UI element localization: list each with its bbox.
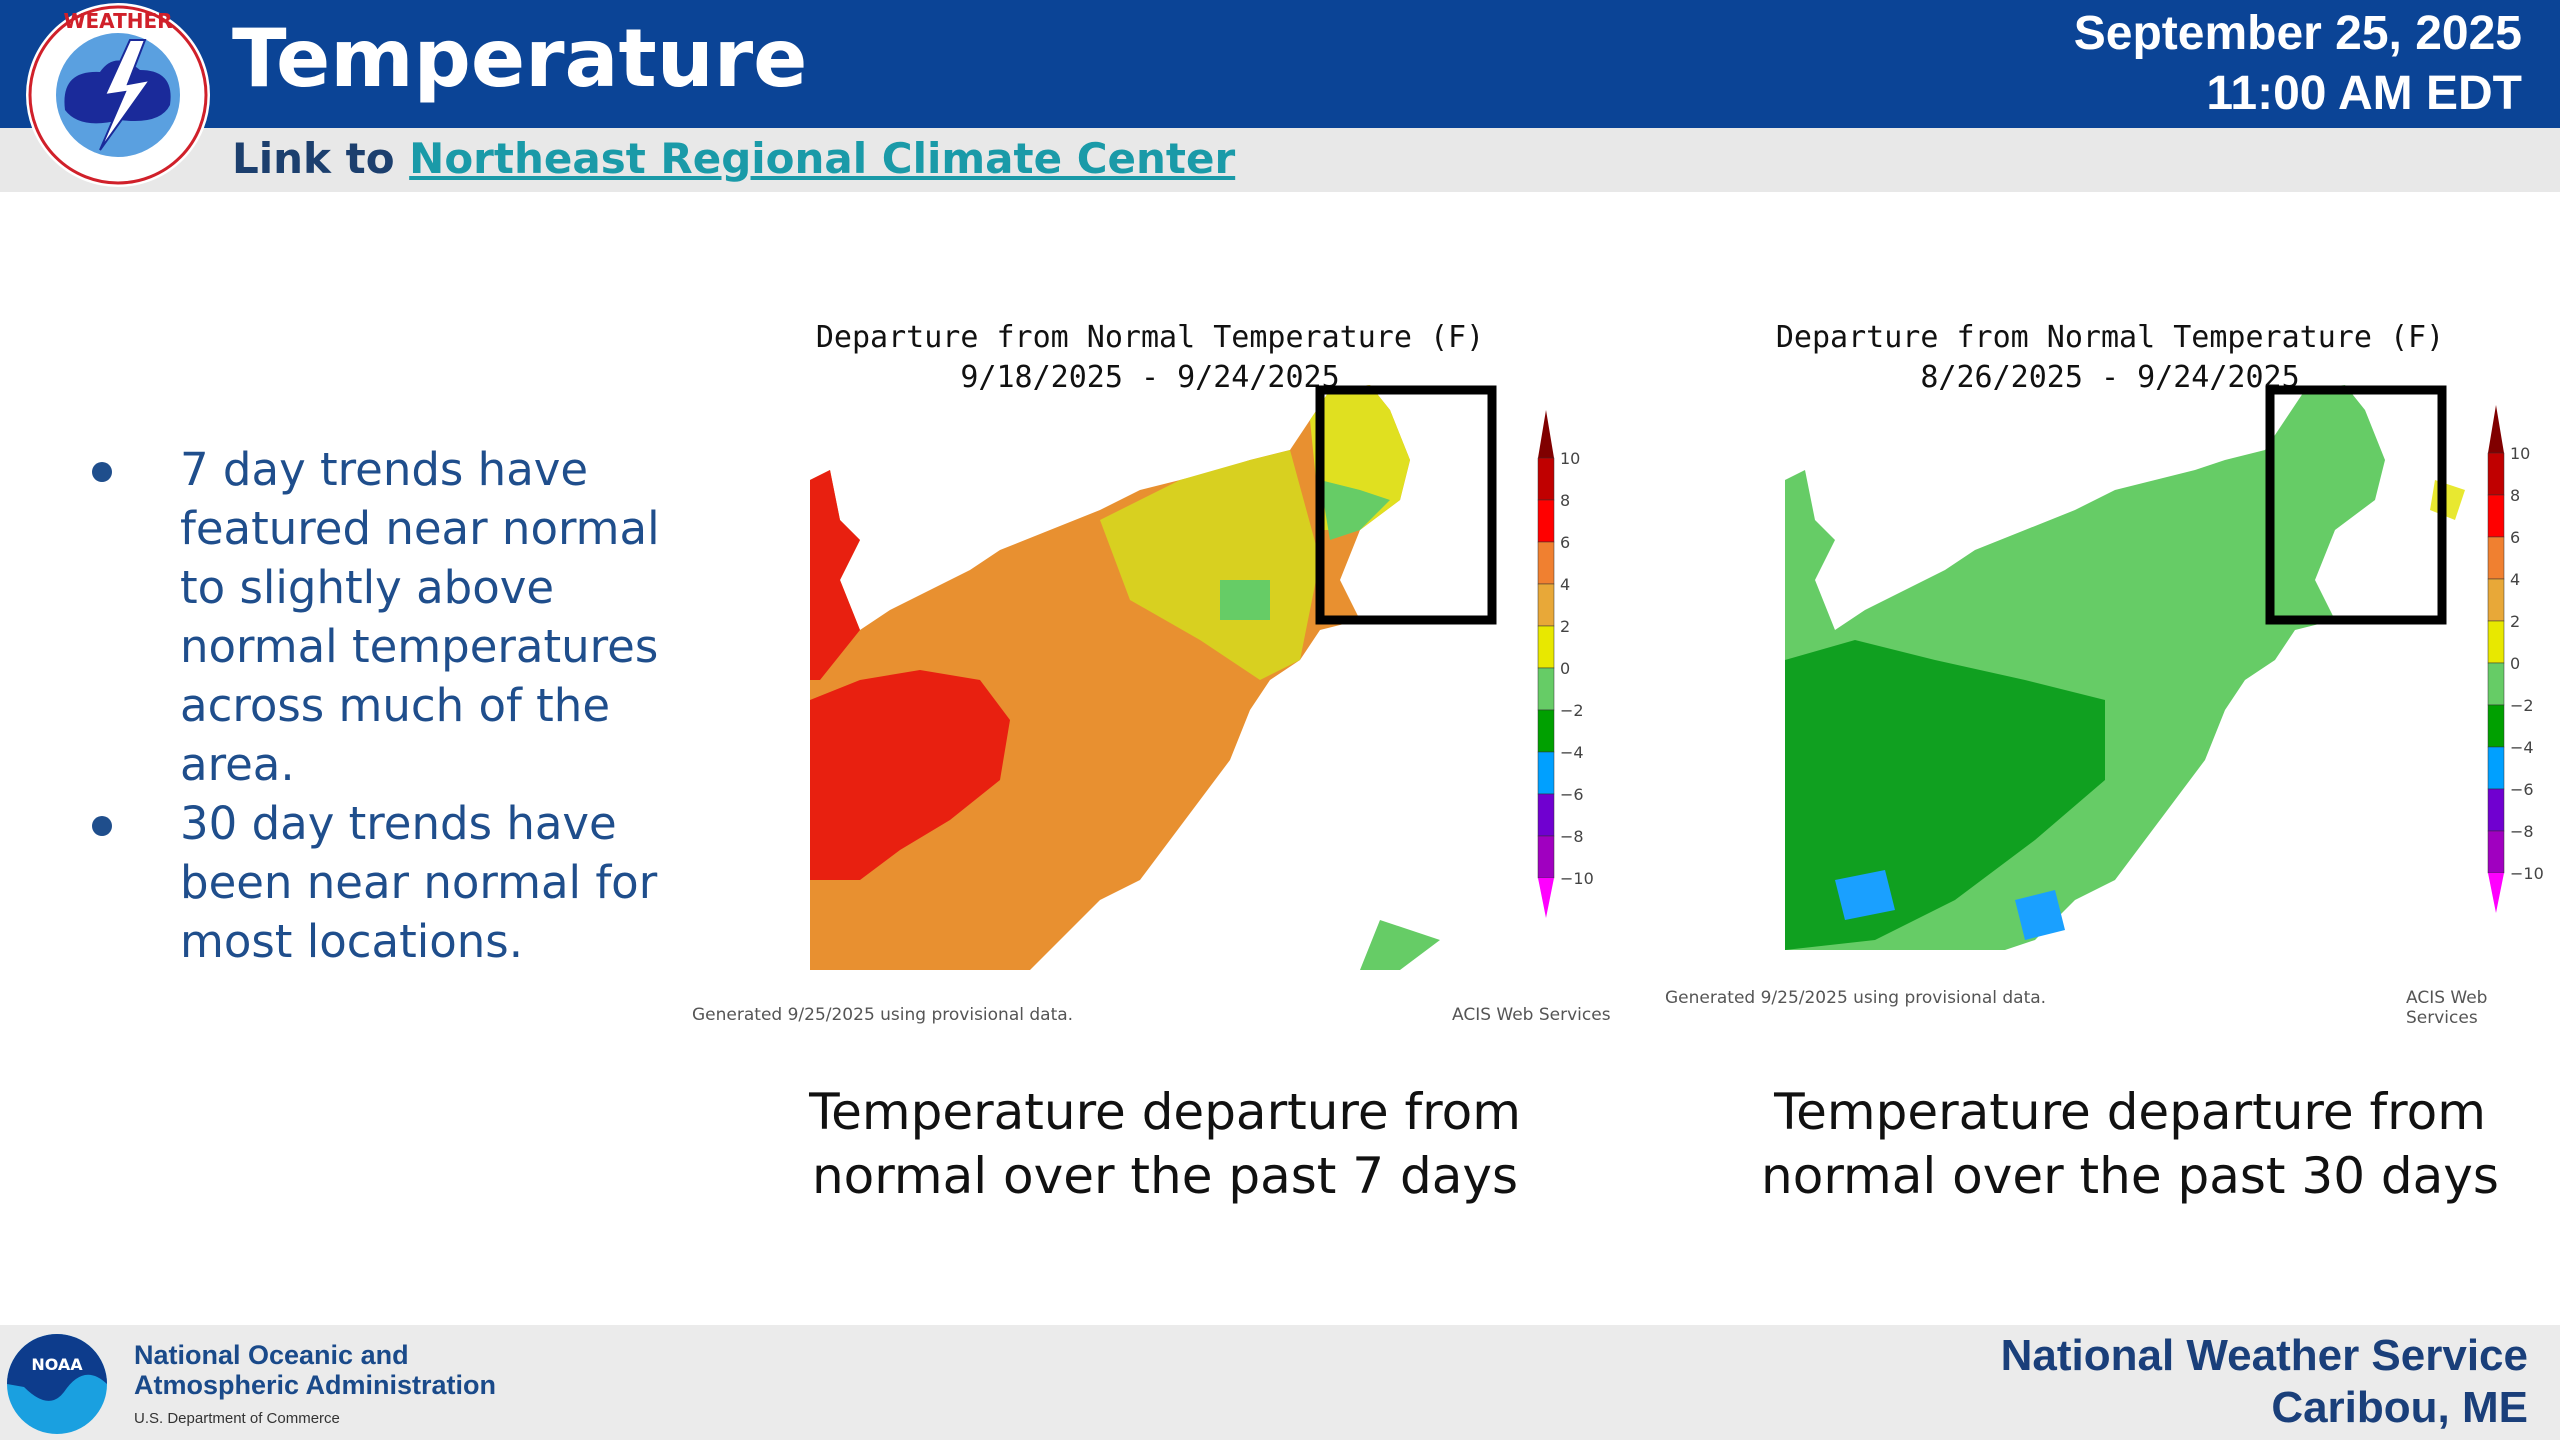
legend-swatch xyxy=(1537,499,1555,543)
date-time: September 25, 2025 11:00 AM EDT xyxy=(2074,4,2522,124)
legend-swatch xyxy=(1537,751,1555,795)
legend-swatch xyxy=(1537,793,1555,837)
legend-swatch xyxy=(2487,662,2505,706)
legend-arrow-top xyxy=(2488,405,2504,453)
map-30day xyxy=(1785,385,2465,950)
legend-tick: −8 xyxy=(2510,822,2534,841)
legend-tick: −10 xyxy=(1560,869,1594,888)
nws-line2: Caribou, ME xyxy=(2271,1383,2528,1432)
legend-tick: −4 xyxy=(2510,738,2534,757)
page-title: Temperature xyxy=(232,12,808,105)
bullet-text: 30 day trends have been near normal for … xyxy=(180,797,658,968)
legend-swatch xyxy=(2487,620,2505,664)
legend-swatch xyxy=(2487,746,2505,790)
legend-tick: −8 xyxy=(1560,827,1584,846)
bullet-dot xyxy=(92,462,112,482)
footer xyxy=(0,1325,2560,1440)
bullet-item: 7 day trends have featured near normal t… xyxy=(80,440,660,794)
legend-swatch xyxy=(1537,709,1555,753)
noaa-line2: Atmospheric Administration xyxy=(134,1370,497,1400)
legend-tick: 0 xyxy=(1560,659,1570,678)
legend-7day: 10 8 6 4 2 0 −2 −4 −6 −8 −10 xyxy=(1537,410,1594,918)
nrcc-link[interactable]: Northeast Regional Climate Center xyxy=(409,134,1236,183)
legend-tick: 4 xyxy=(1560,575,1570,594)
map-7day-title: Departure from Normal Temperature (F) 9/1… xyxy=(760,318,1540,398)
noaa-line1: National Oceanic and xyxy=(134,1340,409,1370)
legend-tick: 4 xyxy=(2510,570,2520,589)
map-title-text: Departure from Normal Temperature (F) xyxy=(1775,320,2445,355)
time: 11:00 AM EDT xyxy=(2206,67,2522,120)
legend-tick: −4 xyxy=(1560,743,1584,762)
legend-arrow-bottom xyxy=(2488,873,2504,913)
legend-tick: 6 xyxy=(2510,528,2520,547)
legend-swatch xyxy=(2487,494,2505,538)
svg-text:WEATHER: WEATHER xyxy=(63,9,172,33)
bullet-dot xyxy=(92,816,112,836)
legend-tick: 2 xyxy=(1560,617,1570,636)
caption-7day: Temperature departure from normal over t… xyxy=(809,1083,1521,1205)
noaa-logo-text: NOAA xyxy=(31,1355,83,1374)
legend-tick: −6 xyxy=(1560,785,1584,804)
maine-highlight-box xyxy=(2265,385,2447,625)
link-prefix: Link to xyxy=(232,134,395,183)
legend-tick: 2 xyxy=(2510,612,2520,631)
noaa-sub: U.S. Department of Commerce xyxy=(134,1410,340,1427)
bullet-item: 30 day trends have been near normal for … xyxy=(80,794,660,971)
legend-arrow-bottom xyxy=(1538,878,1554,918)
legend-30day: 10 8 6 4 2 0 −2 −4 −6 −8 −10 xyxy=(2487,405,2544,913)
nws-line1: National Weather Service xyxy=(2000,1331,2528,1380)
noaa-logo: NOAA xyxy=(7,1334,107,1434)
map-7day xyxy=(810,385,1497,970)
legend-tick: 8 xyxy=(1560,491,1570,510)
legend-swatch xyxy=(2487,536,2505,580)
legend-tick: −2 xyxy=(1560,701,1584,720)
legend-tick: 10 xyxy=(1560,449,1580,468)
header-bar xyxy=(0,0,2560,128)
legend-swatch xyxy=(2487,578,2505,622)
map-title-text: Departure from Normal Temperature (F) xyxy=(815,320,1485,355)
legend-arrow-top xyxy=(1538,410,1554,458)
legend-swatch xyxy=(2487,704,2505,748)
legend-swatch xyxy=(1537,625,1555,669)
bullet-list: 7 day trends have featured near normal t… xyxy=(80,440,660,971)
noaa-name: National Oceanic and Atmospheric Administ… xyxy=(134,1340,496,1434)
nws-office: National Weather Service Caribou, ME xyxy=(2001,1330,2528,1434)
legend-swatch xyxy=(1537,541,1555,585)
legend-tick: 6 xyxy=(1560,533,1570,552)
legend-tick: −6 xyxy=(2510,780,2534,799)
map-30day-generated: Generated 9/25/2025 using provisional da… xyxy=(1665,988,2047,1008)
legend-tick: 10 xyxy=(2510,444,2530,463)
legend-swatch xyxy=(2487,830,2505,874)
map-7day-source: ACIS Web Services xyxy=(1452,1005,1611,1025)
bullet-text: 7 day trends have featured near normal t… xyxy=(180,443,660,791)
legend-swatch xyxy=(2487,452,2505,496)
map-30day-source: ACIS Web Services xyxy=(2406,988,2488,1028)
caption-30day: Temperature departure from normal over t… xyxy=(1761,1083,2499,1205)
legend-swatch xyxy=(1537,667,1555,711)
link-bar xyxy=(0,128,2560,192)
legend-swatch xyxy=(1537,835,1555,879)
legend-tick: −2 xyxy=(2510,696,2534,715)
legend-tick: −10 xyxy=(2510,864,2544,883)
nws-logo: WEATHER xyxy=(26,3,210,187)
legend-tick: 8 xyxy=(2510,486,2520,505)
legend-swatch xyxy=(1537,583,1555,627)
legend-swatch xyxy=(1537,457,1555,501)
map-period: 9/18/2025 - 9/24/2025 xyxy=(960,360,1340,395)
map-7day-generated: Generated 9/25/2025 using provisional da… xyxy=(692,1005,1074,1025)
maine-highlight-box xyxy=(1315,385,1497,625)
legend-swatch xyxy=(2487,788,2505,832)
date: September 25, 2025 xyxy=(2073,7,2522,60)
map-30day-title: Departure from Normal Temperature (F) 8/2… xyxy=(1720,318,2500,398)
link-line: Link to Northeast Regional Climate Cente… xyxy=(232,134,1235,183)
legend-tick: 0 xyxy=(2510,654,2520,673)
